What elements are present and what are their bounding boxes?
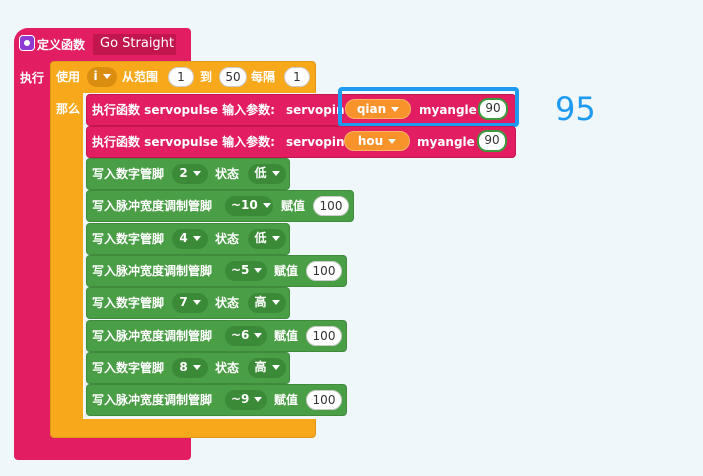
state-dropdown[interactable]: 高 bbox=[248, 358, 286, 378]
loop-var-dropdown[interactable]: i bbox=[87, 67, 117, 87]
pin-value: 7 bbox=[179, 295, 188, 309]
digital-write-label: 写入数字管脚 bbox=[92, 232, 165, 246]
chevron-down-icon bbox=[391, 107, 400, 112]
param-myangle: myangle bbox=[417, 135, 475, 149]
chevron-down-icon bbox=[192, 365, 201, 370]
digital-pin-dropdown[interactable]: 4 bbox=[172, 229, 208, 249]
pin-dropdown-hou[interactable]: hou bbox=[344, 131, 410, 151]
exec-label: 执行 bbox=[20, 71, 45, 85]
from-input[interactable]: 1 bbox=[168, 67, 194, 87]
call-block-servopulse-1[interactable] bbox=[86, 94, 516, 126]
state-label: 状态 bbox=[215, 167, 240, 181]
pwm-write-label: 写入脉冲宽度调制管脚 bbox=[92, 393, 213, 407]
state-value: 高 bbox=[254, 295, 267, 309]
pwm-write-label: 写入脉冲宽度调制管脚 bbox=[92, 329, 213, 343]
digital-pin-dropdown[interactable]: 8 bbox=[172, 358, 208, 378]
pwm-write-block[interactable] bbox=[86, 320, 347, 352]
pwm-value-input[interactable]: 100 bbox=[313, 196, 349, 216]
chevron-down-icon bbox=[102, 74, 111, 79]
to-input[interactable]: 50 bbox=[219, 67, 247, 87]
state-value: 高 bbox=[254, 360, 267, 374]
chevron-down-icon bbox=[388, 139, 397, 144]
call-label: 执行函数 servopulse 输入参数: bbox=[92, 103, 275, 117]
digital-write-label: 写入数字管脚 bbox=[92, 296, 165, 310]
step-label: 每隔 bbox=[251, 70, 276, 84]
chevron-down-icon bbox=[254, 268, 263, 273]
digital-write-label: 写入数字管脚 bbox=[92, 361, 165, 375]
function-name[interactable]: Go Straight bbox=[100, 36, 175, 51]
digital-write-label: 写入数字管脚 bbox=[92, 167, 165, 181]
chevron-down-icon bbox=[262, 203, 271, 208]
digital-pin-dropdown[interactable]: 7 bbox=[172, 293, 208, 313]
pwm-value-input[interactable]: 100 bbox=[306, 326, 342, 346]
chevron-down-icon bbox=[192, 171, 201, 176]
value-readout: 95 bbox=[555, 90, 596, 128]
pin-value: 2 bbox=[179, 166, 188, 180]
value-label: 赋值 bbox=[281, 199, 306, 213]
from-label: 从范围 bbox=[122, 70, 159, 84]
pwm-pin-dropdown[interactable]: ~5 bbox=[225, 261, 267, 281]
use-label: 使用 bbox=[56, 70, 81, 84]
param-myangle: myangle bbox=[419, 103, 477, 117]
pin-value: qian bbox=[356, 102, 387, 116]
pwm-write-block[interactable] bbox=[86, 190, 354, 222]
state-dropdown[interactable]: 低 bbox=[248, 229, 286, 249]
call-label: 执行函数 servopulse 输入参数: bbox=[92, 135, 275, 149]
pin-value: ~6 bbox=[231, 328, 250, 342]
chevron-down-icon bbox=[271, 300, 280, 305]
pin-value: hou bbox=[357, 134, 384, 148]
state-label: 状态 bbox=[215, 361, 240, 375]
state-label: 状态 bbox=[215, 232, 240, 246]
gear-icon-dot bbox=[24, 40, 30, 46]
pwm-write-label: 写入脉冲宽度调制管脚 bbox=[92, 199, 213, 213]
chevron-down-icon bbox=[192, 236, 201, 241]
chevron-down-icon bbox=[271, 236, 280, 241]
value-label: 赋值 bbox=[274, 393, 299, 407]
then-label: 那么 bbox=[56, 102, 81, 116]
chevron-down-icon bbox=[254, 397, 263, 402]
loop-var-value: i bbox=[93, 69, 98, 83]
pin-value: 8 bbox=[179, 360, 188, 374]
angle-input[interactable]: 90 bbox=[478, 98, 508, 120]
state-label: 状态 bbox=[215, 296, 240, 310]
pwm-write-label: 写入脉冲宽度调制管脚 bbox=[92, 264, 213, 278]
chevron-down-icon bbox=[192, 300, 201, 305]
pin-dropdown-qian[interactable]: qian bbox=[345, 99, 411, 119]
define-label: 定义函数 bbox=[37, 38, 86, 52]
chevron-down-icon bbox=[271, 171, 280, 176]
pwm-pin-dropdown[interactable]: ~9 bbox=[225, 390, 267, 410]
pin-value: ~5 bbox=[231, 263, 250, 277]
state-value: 低 bbox=[254, 166, 267, 180]
pwm-pin-dropdown[interactable]: ~10 bbox=[225, 196, 273, 216]
selection-highlight bbox=[338, 87, 519, 127]
to-label: 到 bbox=[200, 70, 213, 84]
pwm-value-input[interactable]: 100 bbox=[306, 390, 342, 410]
pin-value: ~9 bbox=[231, 392, 250, 406]
pwm-write-block[interactable] bbox=[86, 384, 347, 416]
state-value: 低 bbox=[254, 231, 267, 245]
param-servopin: servopin bbox=[286, 103, 345, 117]
value-label: 赋值 bbox=[274, 329, 299, 343]
angle-input[interactable]: 90 bbox=[477, 130, 507, 152]
call-block-servopulse-2[interactable] bbox=[86, 126, 516, 158]
chevron-down-icon bbox=[271, 365, 280, 370]
pwm-pin-dropdown[interactable]: ~6 bbox=[225, 326, 267, 346]
digital-pin-dropdown[interactable]: 2 bbox=[172, 164, 208, 184]
function-name-field[interactable] bbox=[93, 34, 176, 55]
pwm-write-block[interactable] bbox=[86, 255, 347, 287]
state-dropdown[interactable]: 低 bbox=[248, 164, 286, 184]
chevron-down-icon bbox=[254, 333, 263, 338]
step-input[interactable]: 1 bbox=[284, 67, 310, 87]
state-dropdown[interactable]: 高 bbox=[248, 293, 286, 313]
pin-value: ~10 bbox=[231, 198, 258, 212]
value-label: 赋值 bbox=[274, 264, 299, 278]
pwm-value-input[interactable]: 100 bbox=[306, 261, 342, 281]
param-servopin: servopin bbox=[286, 135, 345, 149]
pin-value: 4 bbox=[179, 231, 188, 245]
